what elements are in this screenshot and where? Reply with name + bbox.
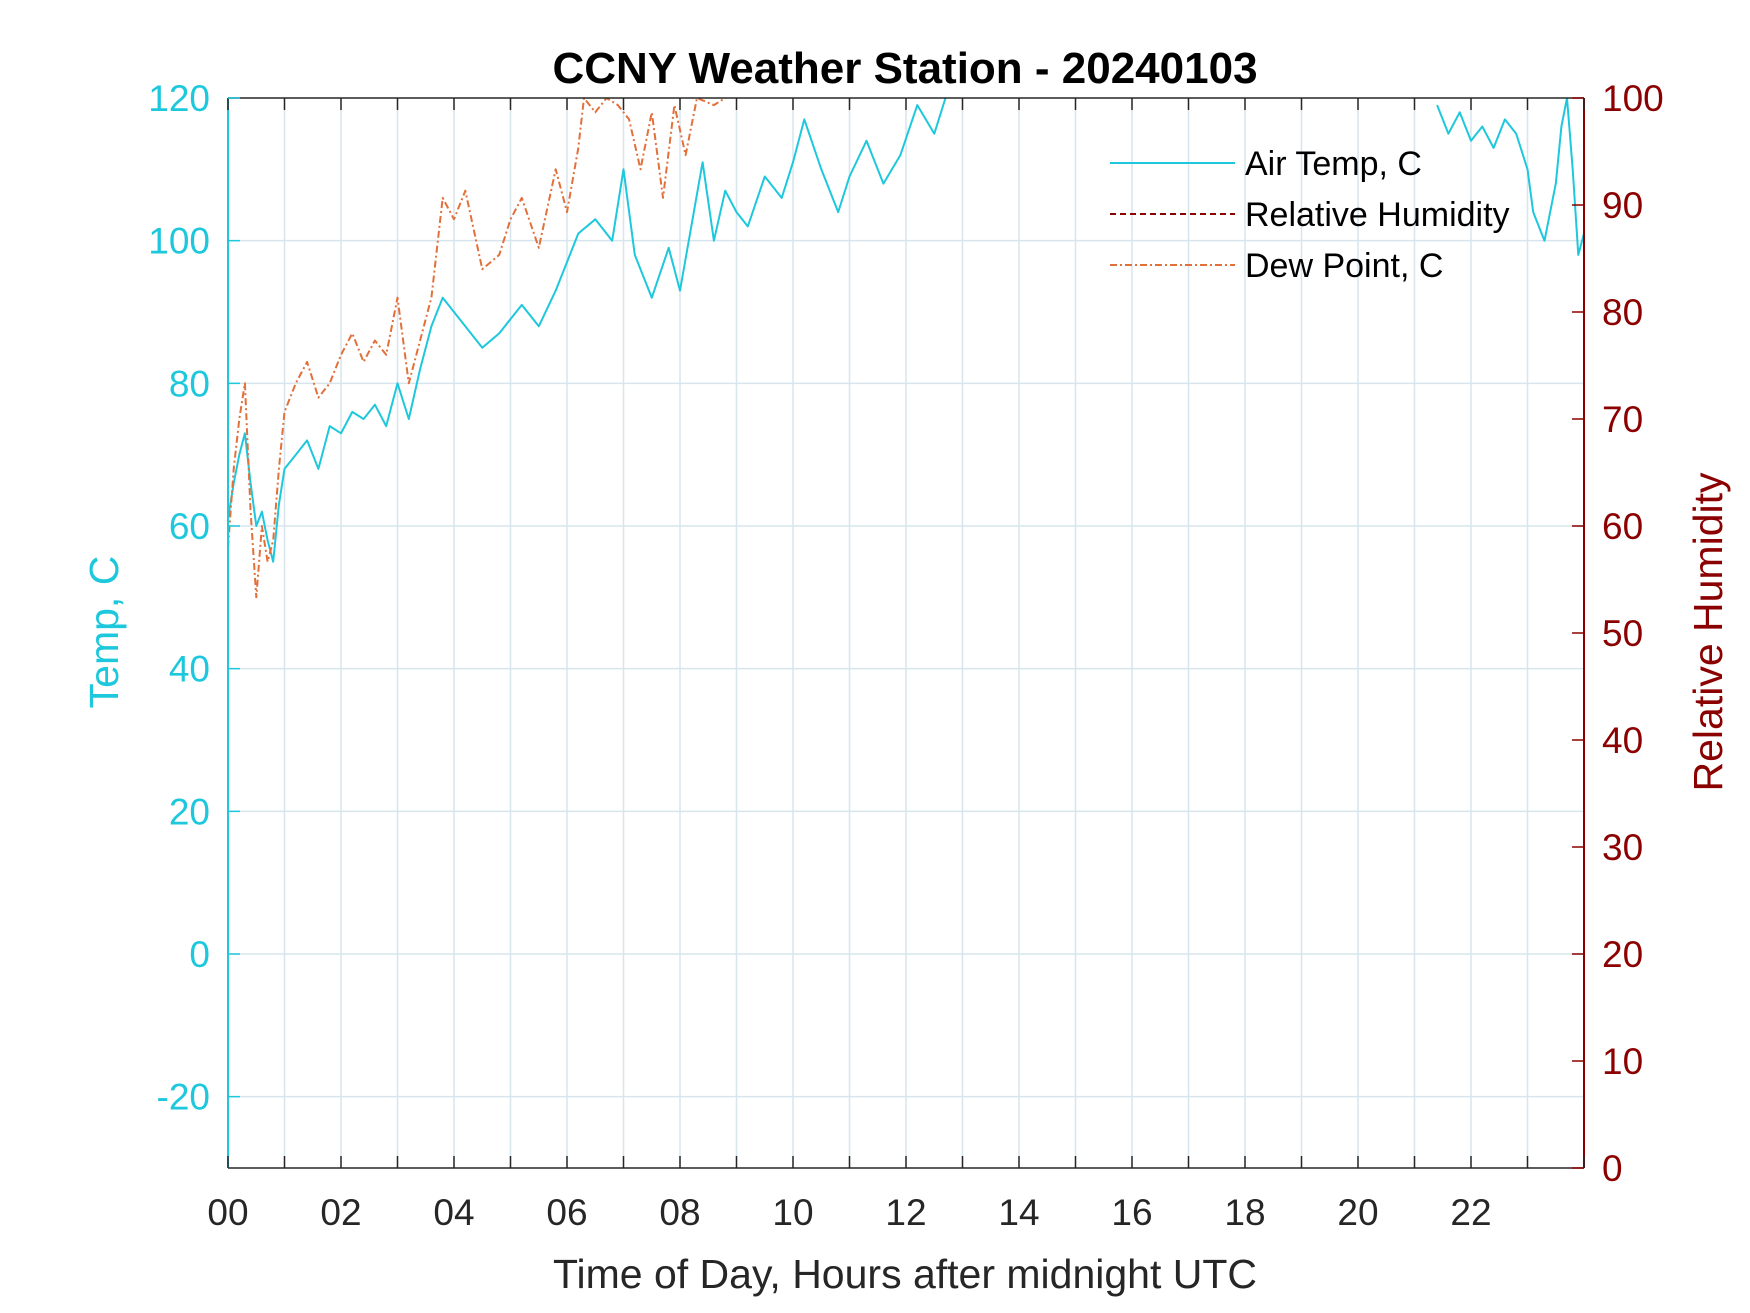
x-tick-label: 22 <box>1450 1192 1491 1233</box>
y-left-tick-label: 20 <box>169 791 210 832</box>
y-right-tick-label: 90 <box>1602 185 1643 226</box>
x-tick-label: 02 <box>320 1192 361 1233</box>
x-tick-label: 12 <box>885 1192 926 1233</box>
chart-title: CCNY Weather Station - 20240103 <box>552 44 1257 93</box>
y-left-tick-label: 0 <box>189 934 210 975</box>
y-axis-label-right: Relative Humidity <box>1685 472 1731 791</box>
grid-lines <box>228 98 1584 1168</box>
x-axis-label: Time of Day, Hours after midnight UTC <box>553 1251 1257 1297</box>
y-left-tick-label: 40 <box>169 649 210 690</box>
y-left-tick-label: 80 <box>169 363 210 404</box>
axes <box>227 97 1585 1169</box>
legend-label-0: Air Temp, C <box>1245 145 1422 183</box>
x-tick-label: 06 <box>546 1192 587 1233</box>
series-line-0 <box>228 98 947 563</box>
x-tick-label: 20 <box>1337 1192 1378 1233</box>
y-right-tick-label: 20 <box>1602 934 1643 975</box>
series-line-1 <box>1436 98 1584 256</box>
x-tick-label: 10 <box>772 1192 813 1233</box>
y-right-tick-label: 50 <box>1602 613 1643 654</box>
x-tick-label: 08 <box>659 1192 700 1233</box>
y-right-tick-label: 60 <box>1602 506 1643 547</box>
y-left-tick-label: 60 <box>169 506 210 547</box>
legend-label-2: Dew Point, C <box>1245 247 1443 285</box>
x-tick-label: 14 <box>998 1192 1039 1233</box>
y-left-tick-label: -20 <box>157 1077 210 1118</box>
y-right-tick-label: 40 <box>1602 720 1643 761</box>
y-axis-label-left: Temp, C <box>81 556 127 709</box>
y-left-tick-label: 120 <box>148 78 210 119</box>
y-right-tick-label: 100 <box>1602 78 1664 119</box>
y-right-tick-label: 0 <box>1602 1148 1623 1189</box>
y-right-tick-label: 70 <box>1602 399 1643 440</box>
x-tick-label: 00 <box>207 1192 248 1233</box>
y-right-tick-label: 80 <box>1602 292 1643 333</box>
x-tick-label: 18 <box>1224 1192 1265 1233</box>
y-right-tick-label: 10 <box>1602 1041 1643 1082</box>
series-line-3 <box>228 98 748 599</box>
y-right-tick-label: 30 <box>1602 827 1643 868</box>
x-tick-label: 04 <box>433 1192 474 1233</box>
legend: Air Temp, C Relative Humidity Dew Point, C <box>1110 145 1510 285</box>
legend-label-1: Relative Humidity <box>1245 196 1510 234</box>
y-left-tick-label: 100 <box>148 221 210 262</box>
x-tick-label: 16 <box>1111 1192 1152 1233</box>
data-series <box>228 98 1584 599</box>
tick-labels: 00 02 04 06 08 10 12 14 16 18 20 22-200204060801001… <box>148 78 1663 1233</box>
